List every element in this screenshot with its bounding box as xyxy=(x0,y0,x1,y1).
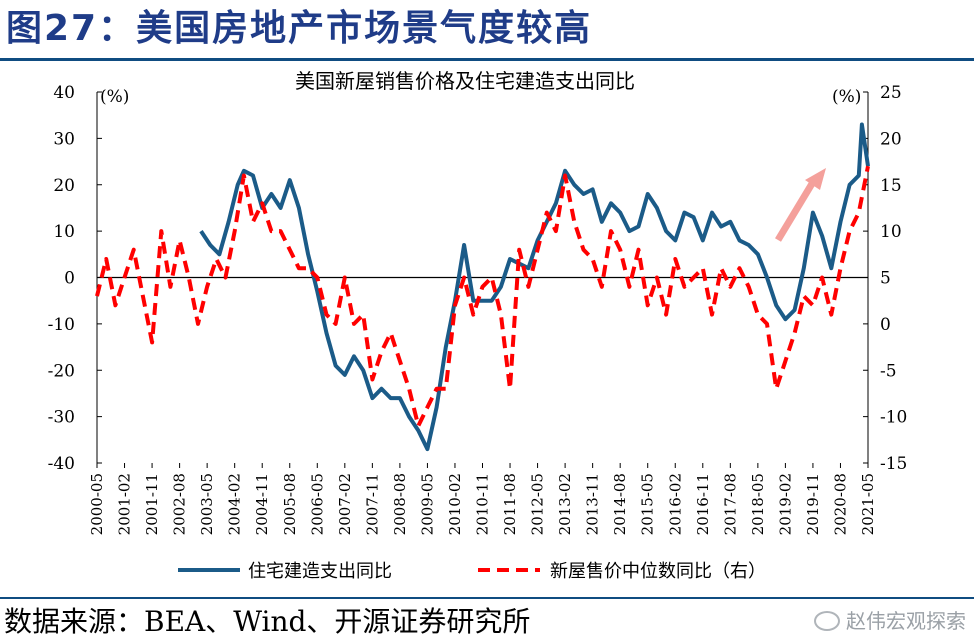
x-tick-label: 2009-05 xyxy=(418,473,436,535)
x-tick-label: 2021-05 xyxy=(859,473,877,535)
left-tick-label: -20 xyxy=(48,361,75,381)
right-tick-label: 10 xyxy=(880,222,902,242)
right-tick-label: 15 xyxy=(880,176,902,196)
left-tick-label: -30 xyxy=(48,408,75,428)
trend-arrow-annotation xyxy=(775,168,826,242)
x-tick-label: 2013-02 xyxy=(556,473,574,535)
right-tick-label: 5 xyxy=(880,269,891,289)
chart-title: 美国新屋销售价格及住宅建造支出同比 xyxy=(295,69,635,93)
x-tick-label: 2020-08 xyxy=(831,473,849,535)
x-tick-label: 2015-05 xyxy=(639,473,657,535)
arrow-shaft xyxy=(775,180,816,242)
x-tick-label: 2010-11 xyxy=(474,473,492,535)
watermark-text: 赵伟宏观探索 xyxy=(846,609,966,633)
axes: -40 -30 -20 -10 0 10 20 30 40 -15 -10 -5 0 5 10 15 20 25 2… xyxy=(48,83,908,535)
x-tick-label: 2002-08 xyxy=(171,473,189,535)
x-tick-label: 2013-11 xyxy=(584,473,602,535)
bottom-rule xyxy=(0,597,974,599)
arrow-head xyxy=(805,168,826,190)
x-tick-label: 2001-11 xyxy=(143,473,161,535)
x-tick-label: 2001-02 xyxy=(116,473,134,535)
source-note: 数据来源：BEA、Wind、开源证券研究所 xyxy=(4,605,531,638)
x-tick-label: 2000-05 xyxy=(88,473,106,535)
x-tick-label: 2004-02 xyxy=(226,473,244,535)
right-tick-label: -5 xyxy=(880,361,897,381)
watermark: 赵伟宏观探索 xyxy=(814,606,966,636)
left-tick-label: 40 xyxy=(53,83,75,103)
legend-label: 新屋售价中位数同比（右） xyxy=(550,561,766,582)
series-line-new-home-price xyxy=(95,165,870,428)
x-tick-label: 2005-08 xyxy=(281,473,299,535)
right-tick-label: 25 xyxy=(880,83,902,103)
x-tick-label: 2006-05 xyxy=(308,473,326,535)
left-tick-label: 0 xyxy=(64,269,75,289)
x-tick-label: 2016-02 xyxy=(666,473,684,535)
right-tick-label: -15 xyxy=(880,454,907,474)
x-tick-label: 2007-02 xyxy=(336,473,354,535)
x-tick-label: 2007-11 xyxy=(363,473,381,535)
right-tick-label: -10 xyxy=(880,408,907,428)
x-tick-label: 2014-08 xyxy=(611,473,629,535)
x-tick-label: 2004-11 xyxy=(253,473,271,535)
top-rule xyxy=(0,58,974,61)
legend: 住宅建造支出同比 新屋售价中位数同比（右） xyxy=(178,561,766,582)
right-tick-label: 0 xyxy=(880,315,891,335)
series-layer xyxy=(95,122,870,452)
x-tick-label: 2018-05 xyxy=(749,473,767,535)
chart: 美国新屋销售价格及住宅建造支出同比 (%) (%) -40 -30 -20 -10 0 1… xyxy=(48,69,908,582)
x-tick-label: 2003-05 xyxy=(198,473,216,535)
right-axis-unit: (%) xyxy=(832,87,861,107)
left-tick-label: -10 xyxy=(48,315,75,335)
figure-title: 图27：美国房地产市场景气度较高 xyxy=(6,8,593,49)
left-tick-label: 30 xyxy=(53,129,75,149)
x-tick-label: 2019-02 xyxy=(776,473,794,535)
x-tick-label: 2011-08 xyxy=(501,473,519,535)
left-tick-label: -40 xyxy=(48,454,75,474)
legend-label: 住宅建造支出同比 xyxy=(248,561,392,582)
series-line-construction-spending xyxy=(199,122,870,452)
left-axis-unit: (%) xyxy=(100,87,129,107)
x-tick-label: 2010-02 xyxy=(446,473,464,535)
right-tick-label: 20 xyxy=(880,129,902,149)
x-tick-label: 2017-08 xyxy=(721,473,739,535)
x-tick-label: 2008-08 xyxy=(391,473,409,535)
left-tick-label: 20 xyxy=(53,176,75,196)
x-tick-label: 2012-05 xyxy=(529,473,547,535)
left-tick-label: 10 xyxy=(53,222,75,242)
x-tick-label: 2019-11 xyxy=(804,473,822,535)
x-tick-label: 2016-11 xyxy=(694,473,712,535)
wechat-icon xyxy=(814,611,840,631)
